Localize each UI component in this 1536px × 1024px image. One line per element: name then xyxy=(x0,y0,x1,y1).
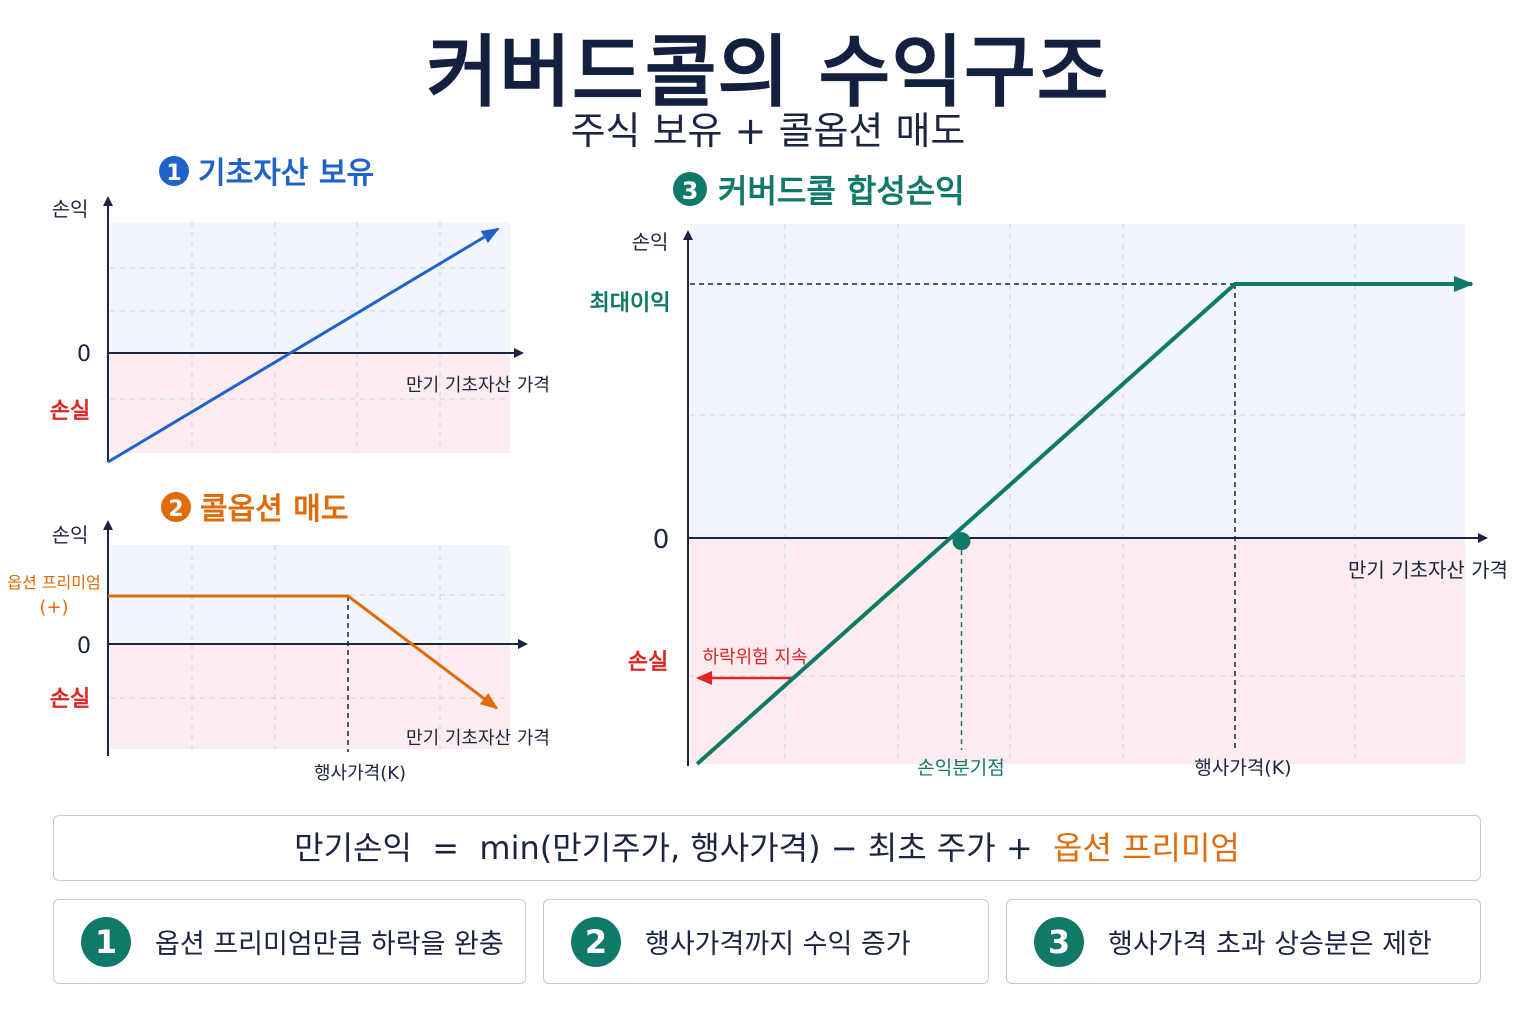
chart-3-strike-label: 행사가격(K) xyxy=(1194,757,1291,779)
note-2-text: 행사가격까지 수익 증가 xyxy=(645,929,911,960)
formula-premium: 옵션 프리미엄 xyxy=(1053,829,1240,867)
chart-3-number-badge xyxy=(673,172,707,206)
chart-1-profit-zone xyxy=(110,222,510,353)
chart-2-number-badge xyxy=(161,492,191,522)
chart-2-premium-label: 옵션 프리미엄 xyxy=(7,573,100,592)
page-subtitle: 주식 보유 + 콜옵션 매도 xyxy=(570,109,966,153)
chart-2-payoff-line xyxy=(108,594,499,710)
chart-1-loss-label: 손실 xyxy=(50,399,90,424)
chart-1-number: 1 xyxy=(166,161,181,186)
chart-3-zero-label: 0 xyxy=(653,525,670,555)
chart-1-grid xyxy=(110,222,510,453)
note-1-text: 옵션 프리미엄만큼 하락을 완충 xyxy=(155,929,504,960)
chart-3-title: 커버드콜 합성손익 xyxy=(718,172,965,210)
chart-3-covered-call: 3 커버드콜 합성손익 손익 최대이익 0 손실 만기 기초자산 가격 손익분기… xyxy=(590,172,1508,779)
chart-3-xlabel: 만기 기초자산 가격 xyxy=(1348,558,1508,582)
chart-3-loss-zone xyxy=(690,538,1465,764)
chart-2-premium-sign: (+) xyxy=(39,597,68,618)
chart-2-number: 2 xyxy=(168,497,183,522)
formula-lhs: 만기손익 xyxy=(294,829,412,867)
chart-2-loss-zone xyxy=(110,644,510,749)
page-title: 커버드콜의 수익구조 xyxy=(426,28,1110,118)
note-3-badge: 3 xyxy=(1034,916,1084,967)
chart-3-breakeven-label: 손익분기점 xyxy=(917,757,1004,779)
chart-1-ylabel: 손익 xyxy=(52,197,89,221)
chart-2-ylabel: 손익 xyxy=(52,523,89,547)
chart-3-max-profit-label: 최대이익 xyxy=(590,291,671,316)
chart-3-ylabel: 손익 xyxy=(632,230,669,254)
chart-1-title: 기초자산 보유 xyxy=(198,156,374,191)
chart-3-downside-label: 하락위험 지속 xyxy=(702,647,807,668)
chart-2-xlabel: 만기 기초자산 가격 xyxy=(406,728,550,749)
chart-2-strike-label: 행사가격(K) xyxy=(314,763,406,784)
note-card-1: 1 옵션 프리미엄만큼 하락을 완충 xyxy=(53,899,526,984)
chart-2-loss-label: 손실 xyxy=(50,687,90,712)
note-3-text: 행사가격 초과 상승분은 제한 xyxy=(1108,929,1432,960)
chart-1-number-badge xyxy=(159,156,189,186)
note-card-3: 3 행사가격 초과 상승분은 제한 xyxy=(1006,899,1481,984)
formula-eq: = xyxy=(432,829,460,867)
note-2-badge: 2 xyxy=(571,916,621,967)
chart-1-zero-label: 0 xyxy=(77,342,91,367)
chart-3-loss-label: 손실 xyxy=(628,650,668,675)
chart-3-profit-zone xyxy=(690,224,1465,538)
payoff-formula: 만기손익 = min(만기주가, 행사가격) − 최초 주가 + 옵션 프리미엄 xyxy=(53,815,1481,881)
note-card-2: 2 행사가격까지 수익 증가 xyxy=(543,899,989,984)
chart-1-payoff-line xyxy=(107,227,500,464)
note-1-badge: 1 xyxy=(81,916,131,967)
chart-2-call-write: 2 콜옵션 매도 손익 옵션 프리미엄 (+) 0 손실 만기 기초자산 가격 … xyxy=(7,492,550,784)
chart-3-breakeven-point xyxy=(952,532,971,551)
chart-2-zero-label: 0 xyxy=(77,634,91,659)
chart-1-loss-zone xyxy=(110,353,510,453)
chart-3-number: 3 xyxy=(682,177,699,205)
chart-1-stock-holding: 1 기초자산 보유 손익 0 손실 만기 기초자산 가격 xyxy=(50,156,550,464)
chart-1-xlabel: 만기 기초자산 가격 xyxy=(406,375,550,396)
chart-3-payoff-line xyxy=(695,276,1474,766)
chart-2-title: 콜옵션 매도 xyxy=(200,492,348,527)
formula-body: min(만기주가, 행사가격) − 최초 주가 + xyxy=(479,829,1033,867)
chart-3-grid xyxy=(690,224,1465,764)
